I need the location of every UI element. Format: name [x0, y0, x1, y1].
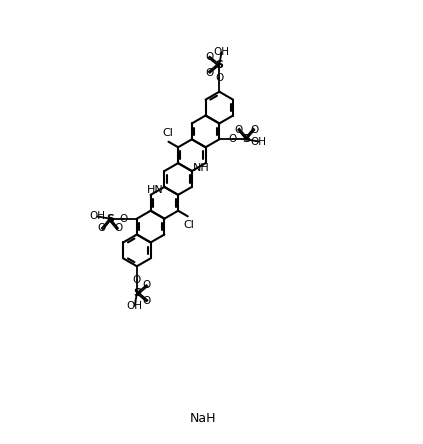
Text: O: O	[206, 52, 214, 62]
Text: O: O	[215, 73, 223, 83]
Text: O: O	[133, 275, 141, 285]
Text: O: O	[250, 125, 258, 135]
Text: Cl: Cl	[162, 128, 173, 139]
Text: O: O	[114, 223, 122, 234]
Text: OH: OH	[126, 301, 143, 311]
Text: O: O	[206, 68, 214, 78]
Text: NH: NH	[192, 163, 209, 173]
Text: S: S	[215, 60, 223, 70]
Text: Cl: Cl	[183, 220, 194, 230]
Text: OH: OH	[214, 47, 230, 57]
Text: NaH: NaH	[190, 412, 217, 425]
Text: O: O	[119, 214, 127, 224]
Text: OH: OH	[89, 211, 105, 222]
Text: HN: HN	[147, 185, 164, 195]
Text: O: O	[98, 223, 106, 234]
Text: OH: OH	[251, 136, 267, 147]
Text: S: S	[106, 214, 114, 224]
Text: O: O	[229, 135, 237, 144]
Text: O: O	[143, 297, 151, 306]
Text: O: O	[143, 280, 151, 290]
Text: S: S	[242, 135, 250, 144]
Text: S: S	[133, 288, 141, 298]
Text: O: O	[234, 125, 242, 135]
